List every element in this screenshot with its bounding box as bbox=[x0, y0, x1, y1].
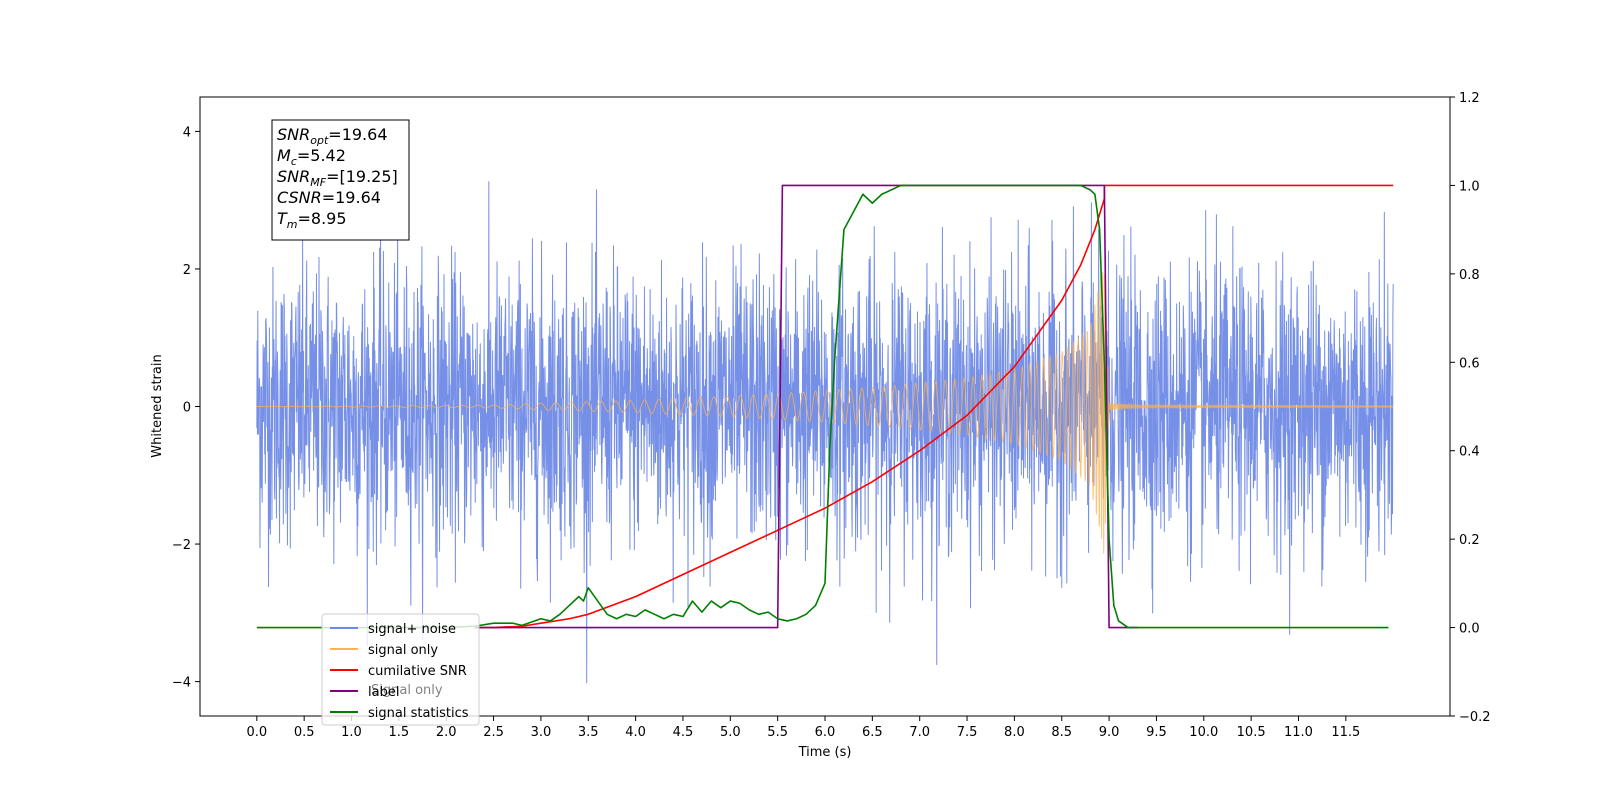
annotation-frame bbox=[271, 119, 410, 241]
legend-label: signal statistics bbox=[368, 706, 469, 721]
annotation-line: CSNR=19.64 bbox=[277, 188, 381, 207]
x-tick-label: 11.5 bbox=[1331, 725, 1360, 740]
annotation-subscript: c bbox=[291, 155, 297, 168]
x-tick-label: 8.5 bbox=[1051, 725, 1072, 740]
x-tick-label: 6.5 bbox=[862, 725, 883, 740]
annotation-symbol: CSNR bbox=[277, 188, 322, 207]
x-tick-label: 9.5 bbox=[1146, 725, 1167, 740]
x-tick-label: 9.0 bbox=[1099, 725, 1120, 740]
annotation-symbol: M bbox=[277, 146, 291, 165]
y2-tick-label: 0.0 bbox=[1459, 622, 1480, 637]
y-tick-label: 0 bbox=[183, 401, 191, 416]
annotation-symbol: SNR bbox=[277, 167, 310, 186]
annotation-subscript: opt bbox=[310, 134, 329, 147]
annotation-line: Tm=8.95 bbox=[277, 209, 347, 231]
y-axis-label: Whitened strain bbox=[150, 354, 165, 457]
y2-tick-label: 0.8 bbox=[1459, 268, 1480, 283]
x-tick-label: 4.0 bbox=[625, 725, 646, 740]
x-tick-label: 1.0 bbox=[341, 725, 362, 740]
y-tick-label: −4 bbox=[172, 676, 191, 691]
annotation-line: Mc=5.42 bbox=[277, 146, 346, 168]
annotation-value: =[19.25] bbox=[326, 167, 398, 186]
x-tick-label: 5.0 bbox=[720, 725, 741, 740]
x-tick-label: 8.0 bbox=[1004, 725, 1025, 740]
x-tick-label: 1.5 bbox=[389, 725, 410, 740]
legend-label: signal only bbox=[368, 643, 438, 658]
annotation-symbol: T bbox=[277, 209, 288, 228]
x-tick-label: 5.5 bbox=[767, 725, 788, 740]
x-tick-label: 6.0 bbox=[815, 725, 836, 740]
y2-tick-label: 1.2 bbox=[1459, 91, 1480, 106]
legend-label: cumilative SNR bbox=[368, 664, 467, 679]
x-tick-label: 10.5 bbox=[1237, 725, 1266, 740]
annotation-value: =19.64 bbox=[328, 125, 387, 144]
x-tick-label: 0.5 bbox=[294, 725, 315, 740]
legend-hidden-text: Signal only bbox=[371, 683, 443, 698]
y2-tick-label: 0.2 bbox=[1459, 533, 1480, 548]
series-line-signal-noise bbox=[256, 181, 1394, 684]
x-tick-label: 2.0 bbox=[436, 725, 457, 740]
annotation-value: =8.95 bbox=[298, 209, 347, 228]
y-tick-label: −2 bbox=[172, 538, 191, 553]
x-tick-label: 7.0 bbox=[909, 725, 930, 740]
annotation-subscript: MF bbox=[310, 176, 326, 189]
x-tick-label: 10.0 bbox=[1189, 725, 1218, 740]
x-tick-label: 2.5 bbox=[483, 725, 504, 740]
annotation-line: SNRMF=[19.25] bbox=[277, 167, 398, 189]
y2-tick-label: −0.2 bbox=[1459, 710, 1491, 725]
legend-label: signal+ noise bbox=[368, 622, 456, 637]
y2-tick-label: 0.6 bbox=[1459, 356, 1480, 371]
annotation-subscript: m bbox=[287, 218, 298, 231]
y-axis-right: −0.2 0.0 0.2 0.4 0.6 0.8 1.0 1.2 bbox=[1450, 91, 1491, 725]
x-tick-label: 3.0 bbox=[531, 725, 552, 740]
annotation-box: SNRopt=19.64Mc=5.42SNRMF=[19.25]CSNR=19.… bbox=[271, 119, 410, 241]
legend: Signal only signal+ noise signal only cumil… bbox=[321, 613, 480, 726]
annotation-symbol: SNR bbox=[277, 125, 310, 144]
legend-frame bbox=[321, 613, 480, 726]
series-layer bbox=[256, 181, 1394, 684]
x-axis-label: Time (s) bbox=[798, 745, 852, 760]
series-line-signal-only bbox=[256, 271, 1394, 554]
annotation-line: SNRopt=19.64 bbox=[277, 125, 388, 147]
y-axis-left: −4 −2 0 2 4 bbox=[172, 125, 200, 691]
x-tick-label: 11.0 bbox=[1284, 725, 1313, 740]
x-tick-label: 3.5 bbox=[578, 725, 599, 740]
annotation-value: =19.64 bbox=[322, 188, 381, 207]
x-tick-label: 7.5 bbox=[957, 725, 978, 740]
x-tick-label: 0.0 bbox=[246, 725, 267, 740]
annotation-value: =5.42 bbox=[297, 146, 346, 165]
y2-tick-label: 1.0 bbox=[1459, 179, 1480, 194]
x-tick-label: 4.5 bbox=[673, 725, 694, 740]
y-tick-label: 2 bbox=[183, 263, 191, 278]
legend-label: label bbox=[368, 685, 399, 700]
plot-area bbox=[199, 96, 1451, 717]
series-line-signal-statistics bbox=[256, 184, 1389, 629]
y2-tick-label: 0.4 bbox=[1459, 445, 1480, 460]
y-tick-label: 4 bbox=[183, 125, 191, 140]
x-axis: 0.0 0.5 1.0 1.5 2.0 2.5 3.0 3.5 4.0 4.5 5.0 5.5 6.0 6… bbox=[246, 716, 1360, 740]
